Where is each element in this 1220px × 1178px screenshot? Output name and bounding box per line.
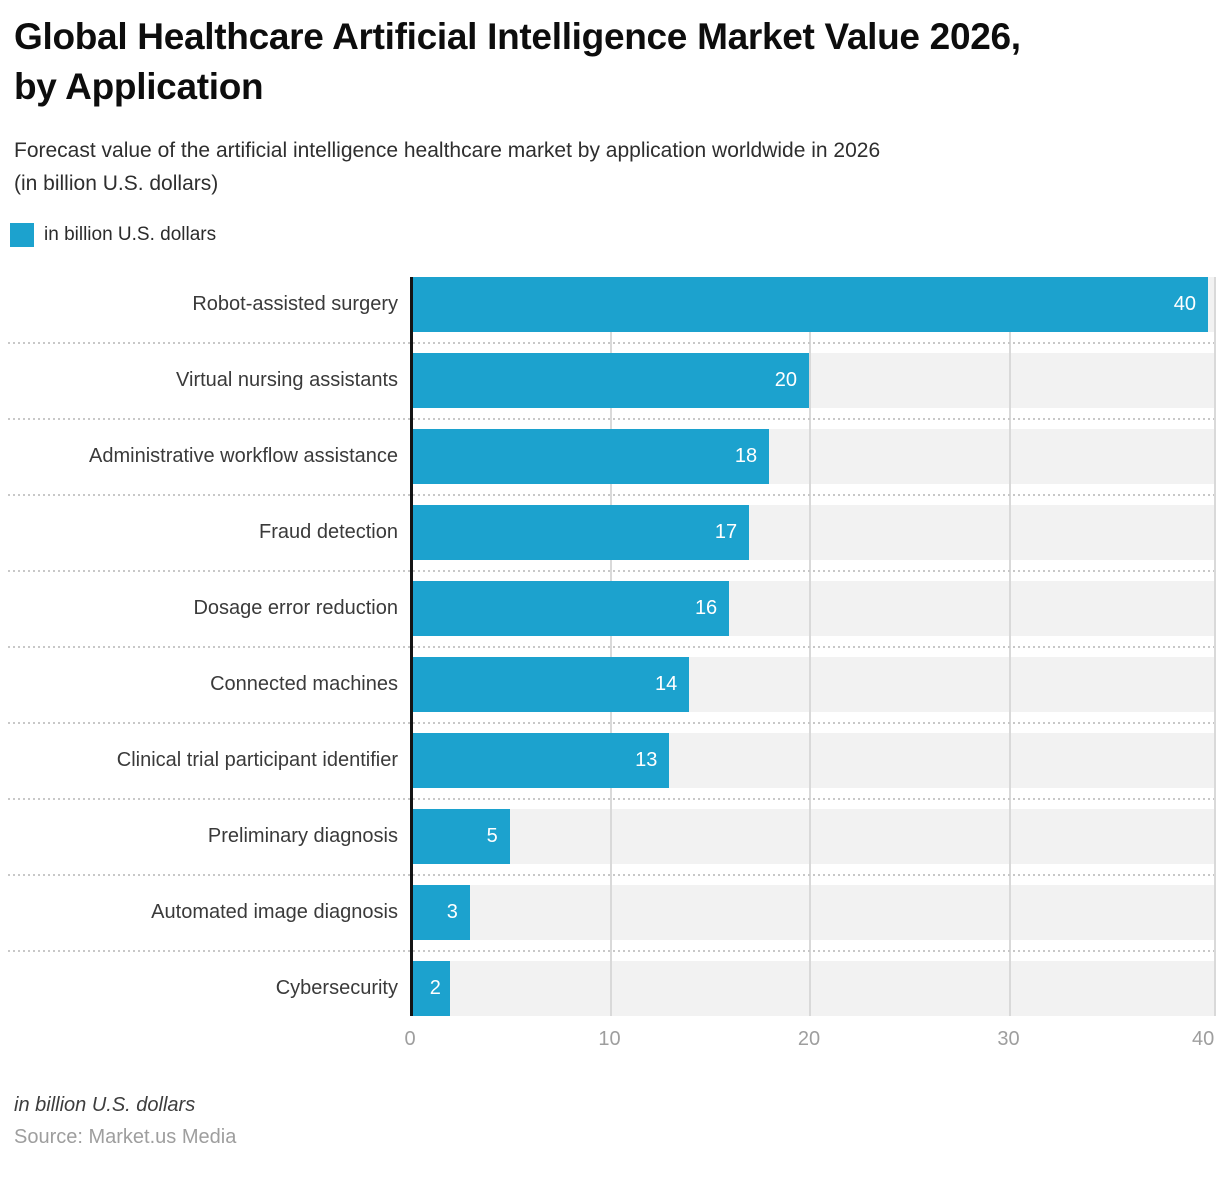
bar: 3	[410, 884, 470, 940]
bar-value-label: 20	[774, 368, 797, 391]
bar-track: 40	[410, 276, 1216, 332]
bar-track: 20	[410, 352, 1216, 408]
page-subtitle: Forecast value of the artificial intelli…	[14, 138, 881, 195]
bar-value-label: 2	[429, 976, 441, 999]
bar: 16	[410, 580, 730, 636]
bar-value-label: 3	[446, 900, 458, 923]
bar: 5	[410, 808, 510, 864]
bar-row: Clinical trial participant identifier 13	[0, 732, 1220, 800]
bar-track: 13	[410, 732, 1216, 788]
bar-track: 17	[410, 504, 1216, 560]
bar-row: Preliminary diagnosis 5	[0, 808, 1220, 876]
category-label: Administrative workflow assistance	[89, 445, 398, 468]
x-tick-label: 10	[598, 1027, 621, 1050]
bar: 14	[410, 656, 690, 712]
bar-row: Robot-assisted surgery 40	[0, 276, 1220, 344]
category-label: Clinical trial participant identifier	[116, 749, 398, 772]
bar: 13	[410, 732, 670, 788]
bar-track: 5	[410, 808, 1216, 864]
bar: 17	[410, 504, 750, 560]
bar-track: 14	[410, 656, 1216, 712]
category-label: Cybersecurity	[275, 977, 398, 1000]
category-label: Virtual nursing assistants	[176, 369, 398, 392]
x-axis: 0 10 20 30 40	[404, 1027, 1216, 1054]
x-tick-label: 20	[797, 1027, 821, 1050]
x-tick-label: 0	[404, 1027, 416, 1050]
source-credit: Source: Market.us Media	[14, 1125, 237, 1148]
bar-value-label: 5	[486, 824, 498, 847]
bar: 2	[410, 960, 450, 1016]
bar-track: 16	[410, 580, 1216, 636]
x-tick-label: 40	[1191, 1027, 1215, 1050]
category-label: Connected machines	[210, 673, 398, 696]
bar: 20	[410, 352, 809, 408]
bar: 18	[410, 428, 770, 484]
bar-row: Dosage error reduction 16	[0, 580, 1220, 648]
category-label: Automated image diagnosis	[151, 901, 398, 924]
bar-row: Administrative workflow assistance 18	[0, 428, 1220, 496]
category-label: Preliminary diagnosis	[207, 825, 398, 848]
bar-row: Cybersecurity 2	[0, 960, 1220, 1016]
x-tick-label: 30	[997, 1027, 1020, 1050]
bar-value-label: 17	[714, 520, 738, 543]
legend-swatch-icon	[10, 222, 34, 247]
category-label: Fraud detection	[259, 521, 398, 544]
bar-row: Fraud detection 17	[0, 504, 1220, 572]
category-label: Robot-assisted surgery	[192, 293, 398, 316]
bar-row: Automated image diagnosis 3	[0, 884, 1220, 952]
page-title: Global Healthcare Artificial Intelligenc…	[14, 16, 1021, 108]
bar-track: 3	[410, 884, 1216, 940]
legend-label: in billion U.S. dollars	[44, 223, 217, 245]
bar-value-label: 13	[635, 748, 658, 771]
footnote: in billion U.S. dollars	[14, 1093, 196, 1116]
bar-chart: Robot-assisted surgery 40 Virtual nursing …	[0, 276, 1220, 1016]
bar-track: 2	[410, 960, 1216, 1016]
bar-value-label: 40	[1173, 292, 1196, 315]
bar-track: 18	[410, 428, 1216, 484]
chart-rows: Robot-assisted surgery 40 Virtual nursing …	[0, 276, 1220, 1016]
bar-row: Connected machines 14	[0, 656, 1220, 724]
bar: 40	[410, 276, 1208, 332]
bar-value-label: 14	[655, 672, 678, 695]
category-label: Dosage error reduction	[193, 597, 398, 620]
bar-value-label: 16	[694, 596, 718, 619]
legend: in billion U.S. dollars	[10, 222, 1220, 247]
bar-row: Virtual nursing assistants 20	[0, 352, 1220, 420]
y-axis-line	[410, 276, 413, 1016]
bar-value-label: 18	[734, 444, 758, 467]
chart-page: Global Healthcare Artificial Intelligenc…	[0, 12, 1220, 1149]
